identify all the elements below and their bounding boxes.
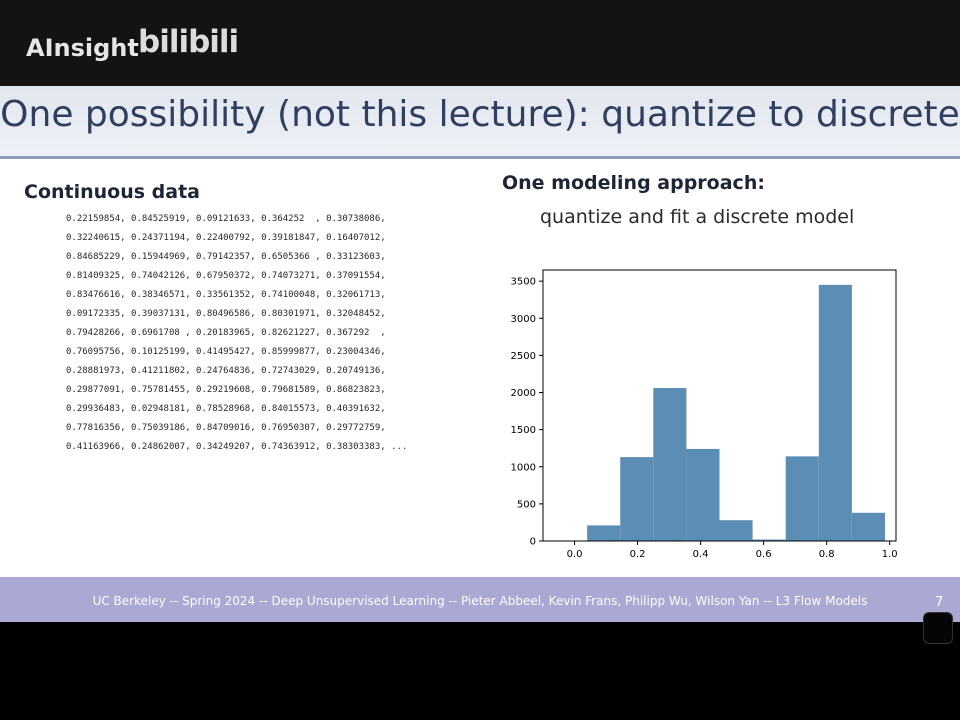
- channel-brand: AInsight: [26, 34, 139, 62]
- histogram-bar: [719, 520, 753, 541]
- histogram-bar: [686, 448, 720, 541]
- y-tick-label: 2500: [511, 351, 536, 362]
- footer-text: UC Berkeley -- Spring 2024 -- Deep Unsup…: [92, 594, 868, 608]
- title-band: One possibility (not this lecture): quan…: [0, 86, 960, 159]
- x-tick-label: 0.6: [756, 549, 772, 560]
- data-line: 0.29936483, 0.02948181, 0.78528968, 0.84…: [66, 404, 386, 414]
- histogram-bar: [851, 512, 885, 541]
- y-tick-label: 1000: [511, 462, 536, 473]
- histogram-bar: [620, 457, 654, 541]
- histogram-bar: [587, 525, 621, 541]
- data-line: 0.83476616, 0.38346571, 0.33561352, 0.74…: [66, 290, 386, 300]
- histogram-bar: [653, 388, 687, 541]
- player-control-handle[interactable]: [923, 612, 953, 644]
- data-line: 0.22159854, 0.84525919, 0.09121633, 0.36…: [66, 214, 386, 224]
- x-tick-label: 0.4: [693, 549, 709, 560]
- bilibili-logo: bilibili: [138, 24, 239, 60]
- axes-frame: [542, 269, 897, 542]
- slide: One possibility (not this lecture): quan…: [0, 86, 960, 622]
- data-line: 0.09172335, 0.39037131, 0.80496586, 0.80…: [66, 309, 386, 319]
- histogram-chart: 0.0 0.2 0.4 0.6 0.8 1.0 0 500 1000 1500 2000 2500 30…: [511, 269, 898, 560]
- x-tick-label: 0.8: [819, 549, 835, 560]
- x-tick-label: 0.0: [567, 549, 583, 560]
- data-line: 0.32240615, 0.24371194, 0.22400792, 0.39…: [66, 233, 386, 243]
- data-line: 0.79428266, 0.6961708 , 0.20183965, 0.82…: [66, 328, 386, 338]
- y-tick-label: 500: [517, 499, 536, 510]
- data-line: 0.84685229, 0.15944969, 0.79142357, 0.65…: [66, 252, 386, 262]
- histogram-bar: [785, 456, 819, 541]
- data-line: 0.41163966, 0.24862007, 0.34249207, 0.74…: [66, 442, 408, 452]
- slide-title: One possibility (not this lecture): quan…: [0, 94, 960, 135]
- data-line: 0.28881973, 0.41211802, 0.24764836, 0.72…: [66, 366, 386, 376]
- data-line: 0.77816356, 0.75039186, 0.84709016, 0.76…: [66, 423, 386, 433]
- y-tick-label: 0: [530, 537, 536, 548]
- histogram-bar: [752, 539, 786, 541]
- modeling-approach-heading: One modeling approach:: [502, 172, 765, 194]
- data-values-block: 0.22159854, 0.84525919, 0.09121633, 0.36…: [66, 210, 466, 457]
- slide-footer: UC Berkeley -- Spring 2024 -- Deep Unsup…: [0, 577, 960, 622]
- video-overlay-bar: AInsight bilibili: [0, 0, 960, 86]
- data-line: 0.76095756, 0.10125199, 0.41495427, 0.85…: [66, 347, 386, 357]
- modeling-approach-subheading: quantize and fit a discrete model: [540, 206, 855, 228]
- data-line: 0.29877091, 0.75781455, 0.29219608, 0.79…: [66, 385, 386, 395]
- page-number: 7: [935, 595, 944, 610]
- x-tick-label: 0.2: [630, 549, 646, 560]
- y-tick-label: 2000: [511, 388, 536, 399]
- x-tick-label: 1.0: [882, 549, 898, 560]
- y-tick-label: 1500: [511, 425, 536, 436]
- y-tick-label: 3500: [511, 277, 536, 288]
- continuous-data-heading: Continuous data: [24, 181, 201, 203]
- histogram-bar: [818, 284, 852, 541]
- y-tick-label: 3000: [511, 314, 536, 325]
- data-line: 0.81409325, 0.74042126, 0.67950372, 0.74…: [66, 271, 386, 281]
